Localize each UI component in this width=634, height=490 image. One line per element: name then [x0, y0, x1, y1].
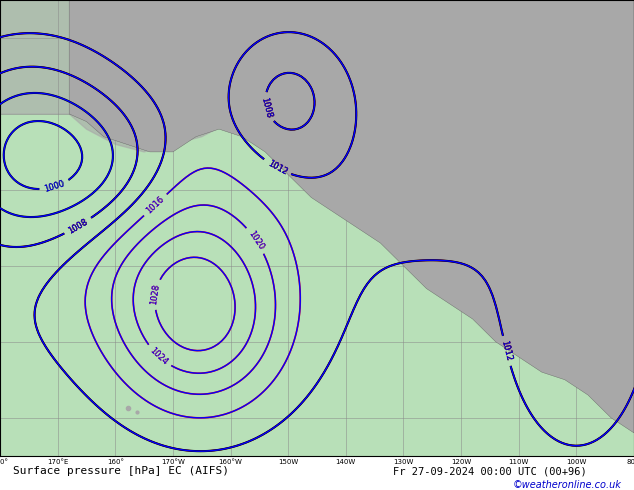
Text: 1012: 1012 — [500, 340, 514, 362]
Polygon shape — [69, 0, 634, 433]
Text: 1012: 1012 — [500, 340, 514, 362]
Text: 130W: 130W — [393, 460, 413, 465]
Text: Fr 27-09-2024 00:00 UTC (00+96): Fr 27-09-2024 00:00 UTC (00+96) — [393, 466, 587, 476]
Text: 1000: 1000 — [43, 179, 66, 194]
Text: 1012: 1012 — [500, 340, 514, 362]
Text: 180°: 180° — [0, 460, 8, 465]
Text: 1008: 1008 — [260, 96, 273, 119]
Text: 160°W: 160°W — [219, 460, 242, 465]
Text: ©weatheronline.co.uk: ©weatheronline.co.uk — [512, 480, 621, 490]
Text: 1000: 1000 — [43, 179, 66, 194]
Text: 150W: 150W — [278, 460, 299, 465]
Text: 1008: 1008 — [260, 96, 273, 119]
Text: 110W: 110W — [508, 460, 529, 465]
Text: 160°: 160° — [107, 460, 124, 465]
Text: 1020: 1020 — [246, 229, 266, 251]
Text: 100W: 100W — [566, 460, 586, 465]
Text: 1028: 1028 — [150, 283, 161, 306]
Text: 170°W: 170°W — [161, 460, 185, 465]
Text: 1028: 1028 — [150, 283, 161, 306]
Text: 1008: 1008 — [260, 96, 273, 119]
Text: 1024: 1024 — [148, 346, 170, 367]
Text: 1008: 1008 — [67, 217, 89, 235]
Text: 1020: 1020 — [246, 229, 266, 251]
Text: 1008: 1008 — [67, 217, 89, 235]
Text: 1016: 1016 — [145, 195, 166, 216]
Text: 1008: 1008 — [67, 217, 89, 235]
Text: Surface pressure [hPa] EC (AIFS): Surface pressure [hPa] EC (AIFS) — [13, 466, 229, 476]
Text: 1016: 1016 — [145, 195, 166, 216]
Text: 1012: 1012 — [266, 159, 288, 177]
Text: 80W: 80W — [626, 460, 634, 465]
Text: 1012: 1012 — [266, 159, 288, 177]
Text: 1012: 1012 — [266, 159, 288, 177]
Text: 120W: 120W — [451, 460, 471, 465]
Text: 1024: 1024 — [148, 346, 170, 367]
Text: 140W: 140W — [335, 460, 356, 465]
Text: 170°E: 170°E — [47, 460, 68, 465]
Polygon shape — [0, 0, 634, 417]
